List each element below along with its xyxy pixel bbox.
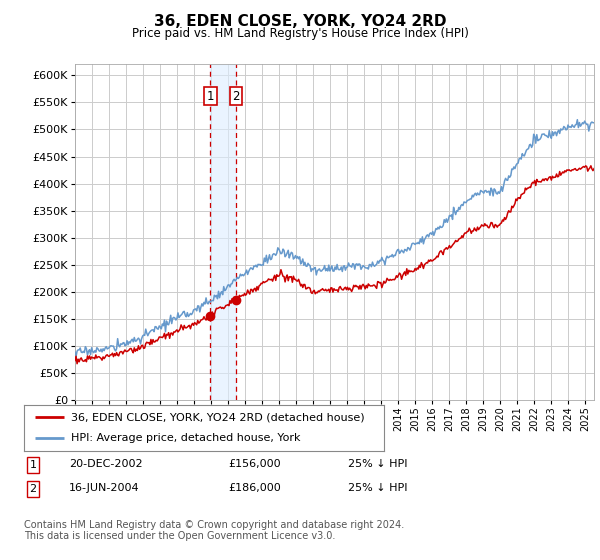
Text: 2: 2 xyxy=(29,484,37,494)
Text: 16-JUN-2004: 16-JUN-2004 xyxy=(69,483,140,493)
Text: 1: 1 xyxy=(29,460,37,470)
Text: 36, EDEN CLOSE, YORK, YO24 2RD: 36, EDEN CLOSE, YORK, YO24 2RD xyxy=(154,14,446,29)
Text: 25% ↓ HPI: 25% ↓ HPI xyxy=(348,459,407,469)
Text: £156,000: £156,000 xyxy=(228,459,281,469)
Text: 25% ↓ HPI: 25% ↓ HPI xyxy=(348,483,407,493)
Bar xyxy=(211,64,236,400)
Text: Contains HM Land Registry data © Crown copyright and database right 2024.
This d: Contains HM Land Registry data © Crown c… xyxy=(24,520,404,542)
Text: 20-DEC-2002: 20-DEC-2002 xyxy=(69,459,143,469)
Text: Price paid vs. HM Land Registry's House Price Index (HPI): Price paid vs. HM Land Registry's House … xyxy=(131,27,469,40)
Text: 36, EDEN CLOSE, YORK, YO24 2RD (detached house): 36, EDEN CLOSE, YORK, YO24 2RD (detached… xyxy=(71,412,364,422)
Text: £186,000: £186,000 xyxy=(228,483,281,493)
Text: 1: 1 xyxy=(207,90,214,103)
Text: HPI: Average price, detached house, York: HPI: Average price, detached house, York xyxy=(71,433,301,444)
Text: 2: 2 xyxy=(232,90,240,103)
